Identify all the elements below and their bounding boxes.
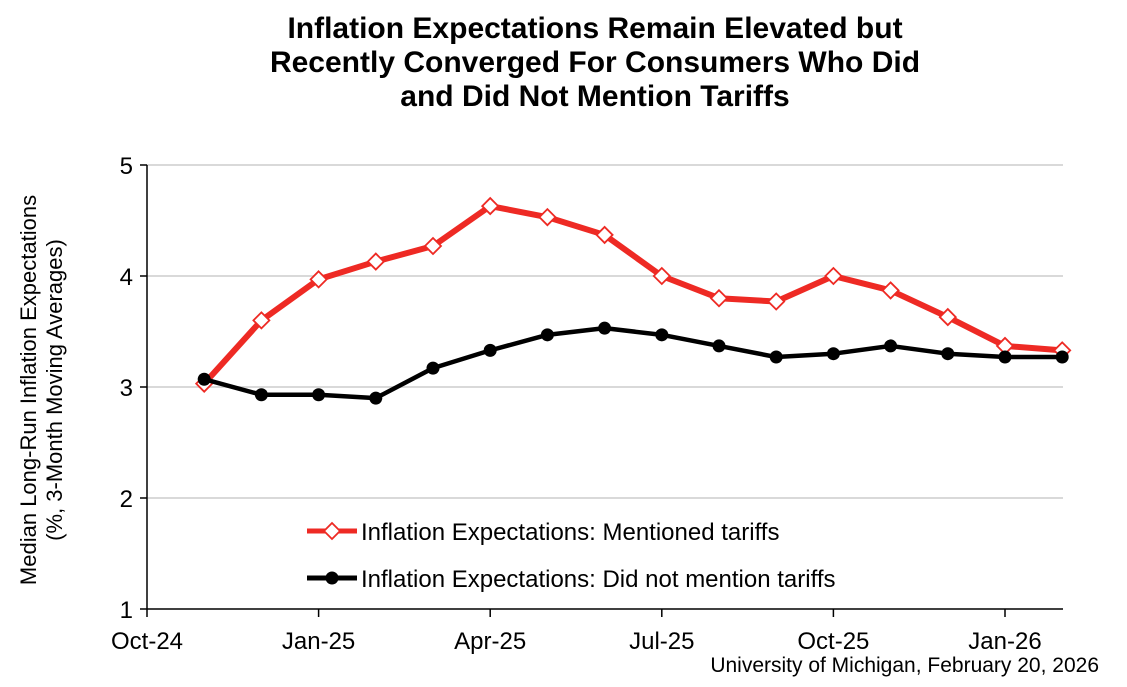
data-point-mentioned — [881, 281, 900, 300]
data-point-mentioned — [366, 252, 386, 271]
title-line-1: Inflation Expectations Remain Elevated b… — [287, 12, 903, 45]
data-point-mentioned — [652, 266, 672, 286]
y-tick-label: 2 — [120, 486, 133, 513]
y-tick-label: 1 — [120, 597, 133, 624]
data-point-not-mentioned — [426, 361, 440, 375]
data-point-not-mentioned — [884, 339, 898, 353]
legend-marker — [325, 571, 339, 585]
x-tick-label: Oct-25 — [797, 628, 869, 655]
series-line-not-mentioned — [203, 325, 1063, 401]
legend-label: Inflation Expectations: Did not mention … — [361, 566, 835, 593]
data-point-not-mentioned — [769, 350, 783, 364]
data-point-not-mentioned — [712, 339, 726, 353]
data-point-mentioned — [709, 288, 729, 308]
chart-title: Inflation Expectations Remain Elevated b… — [150, 12, 1040, 114]
data-point-not-mentioned — [312, 388, 326, 402]
x-tick-label: Jan-26 — [968, 628, 1041, 655]
title-line-2: Recently Converged For Consumers Who Did — [269, 46, 921, 79]
data-point-not-mentioned — [826, 347, 840, 361]
data-point-not-mentioned — [369, 391, 383, 405]
data-point-not-mentioned — [540, 328, 554, 342]
data-point-not-mentioned — [483, 343, 497, 357]
data-point-not-mentioned — [197, 372, 211, 386]
y-tick-label: 4 — [120, 264, 133, 291]
x-tick-label: Jan-25 — [282, 628, 355, 655]
data-point-not-mentioned — [655, 328, 669, 342]
data-point-mentioned — [766, 292, 786, 311]
legend-label: Inflation Expectations: Mentioned tariff… — [361, 519, 779, 546]
title-line-3: and Did Not Mention Tariffs — [400, 80, 790, 113]
x-tick-label: Oct-24 — [111, 628, 183, 655]
x-tick-label: Jul-25 — [629, 628, 694, 655]
series-line-mentioned — [201, 203, 1063, 386]
data-point-not-mentioned — [998, 350, 1012, 364]
data-point-mentioned — [480, 196, 500, 216]
data-point-mentioned — [538, 207, 557, 227]
data-point-not-mentioned — [254, 388, 268, 402]
data-point-mentioned — [423, 236, 443, 256]
source-note: University of Michigan, February 20, 202… — [710, 654, 1099, 677]
data-point-mentioned — [309, 270, 328, 289]
data-point-not-mentioned — [941, 347, 955, 361]
y-tick-label: 3 — [120, 375, 133, 402]
x-tick-label: Apr-25 — [454, 628, 526, 655]
data-point-not-mentioned — [1055, 350, 1069, 364]
data-point-not-mentioned — [598, 321, 612, 335]
data-point-mentioned — [824, 266, 843, 286]
legend-marker — [322, 521, 342, 541]
y-tick-label: 5 — [120, 153, 133, 180]
data-point-mentioned — [595, 225, 614, 245]
data-point-mentioned — [938, 307, 958, 327]
data-point-mentioned — [252, 311, 271, 330]
